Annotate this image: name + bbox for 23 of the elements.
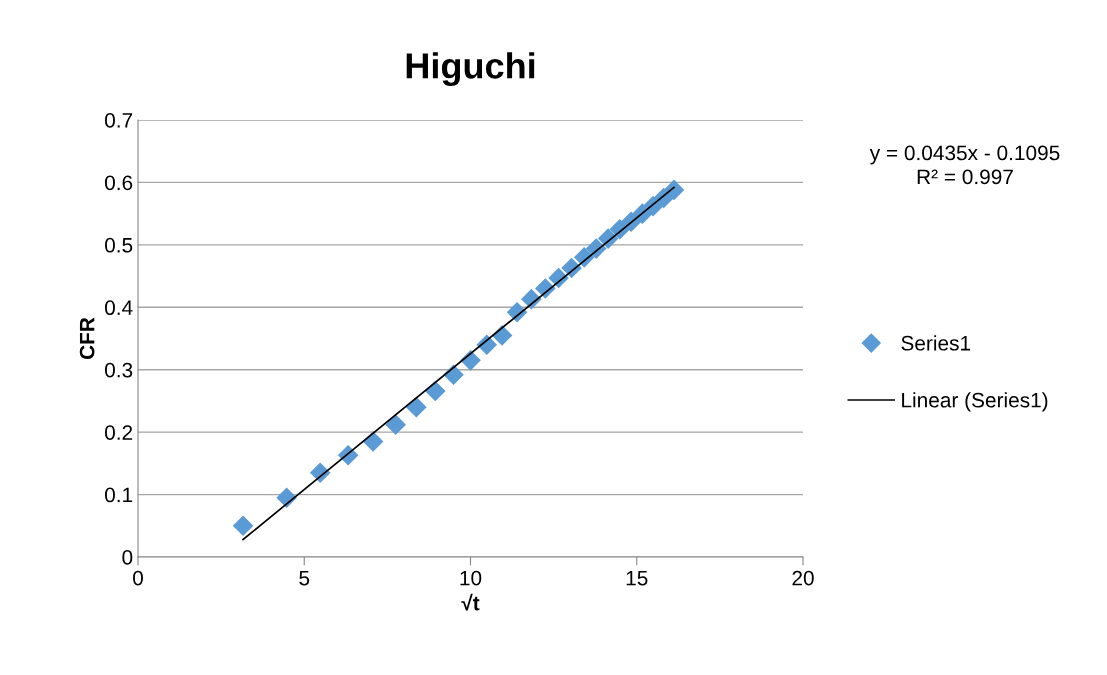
legend-label: Linear (Series1) (902, 392, 1048, 412)
x-tick-label: 10 (460, 570, 482, 586)
legend-label: Series1 (901, 335, 971, 351)
y-tick-label: 0.3 (104, 362, 133, 378)
x-tick-label: 0 (133, 570, 143, 586)
x-tick-label: 20 (792, 570, 814, 586)
y-axis-title: CFR (79, 317, 95, 360)
y-tick-label: 0.7 (104, 113, 133, 128)
x-axis-title: √t (461, 593, 480, 611)
text: y = 0.0435x - 0.1095 R² = 0.997 (869, 145, 1060, 185)
x-tick-label: 5 (299, 570, 310, 586)
y-tick-label: 0.6 (104, 175, 133, 191)
x-tick-label: 15 (626, 570, 648, 586)
y-tick-label: 0.4 (104, 300, 133, 316)
y-tick-label: 0.5 (104, 237, 133, 253)
point (232, 515, 254, 537)
point (663, 179, 685, 201)
y-tick-label: 0.1 (104, 487, 133, 503)
y-tick-label: 0 (122, 550, 133, 565)
y-tick-label: 0.2 (104, 425, 133, 440)
chart-title: Higuchi (406, 52, 535, 86)
point (406, 396, 427, 418)
point (385, 414, 406, 435)
